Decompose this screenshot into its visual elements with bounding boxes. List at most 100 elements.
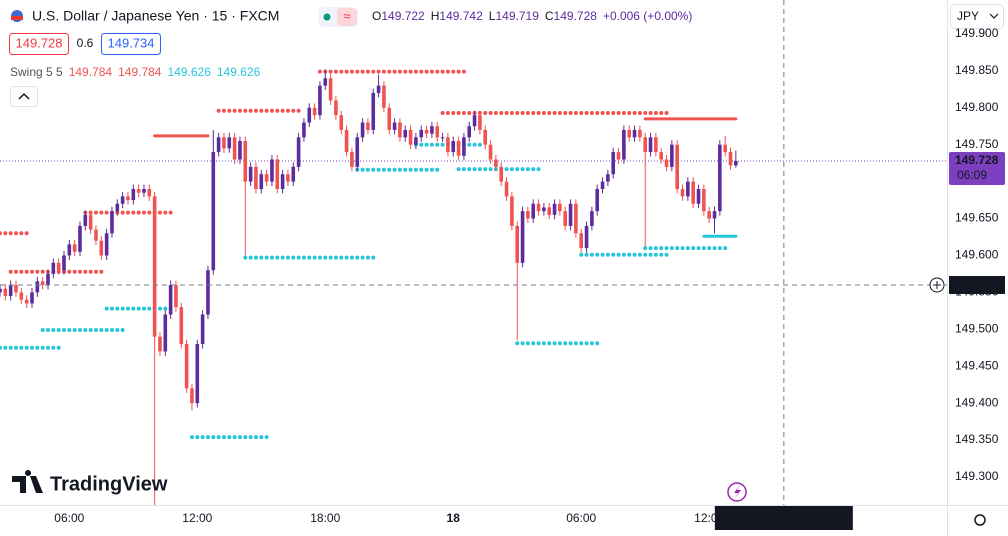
candle-body — [606, 174, 610, 182]
candle-body — [120, 196, 125, 204]
candle-body — [590, 211, 594, 226]
candle-body — [275, 159, 280, 190]
settings-icon[interactable] — [974, 514, 986, 526]
dropdown-icon — [989, 13, 999, 19]
candle-body — [574, 203, 578, 234]
candle-body — [3, 288, 8, 297]
candle-body — [488, 144, 493, 160]
candle-body — [238, 141, 242, 160]
candle-body — [8, 284, 13, 297]
candle-body — [264, 174, 269, 182]
candle-body — [14, 284, 18, 293]
x-tick-label: 06:00 — [566, 511, 596, 525]
candle-body — [62, 255, 66, 271]
candle-body — [659, 152, 663, 160]
buy-price[interactable]: 149.734 — [108, 35, 155, 50]
candle-body — [131, 189, 136, 201]
collapse-button[interactable] — [10, 86, 38, 107]
candle-body — [94, 229, 98, 241]
candle-body — [526, 211, 530, 219]
candle-body — [707, 211, 711, 219]
candle-body — [494, 159, 498, 167]
ohlc-value: 149.722 — [381, 9, 425, 23]
candle-body — [691, 181, 695, 204]
candle-body — [718, 144, 722, 212]
candle-body — [584, 225, 589, 249]
candle-body — [142, 189, 146, 193]
candle-body — [419, 129, 424, 138]
candle-body — [168, 284, 173, 315]
candle-body — [99, 240, 104, 256]
ohlc-value: 149.728 — [554, 9, 598, 23]
y-tick-label: 149.650 — [955, 211, 999, 225]
candle-body — [430, 126, 434, 134]
y-tick-label: 149.400 — [955, 395, 999, 409]
candle-body — [227, 137, 232, 149]
indicator-value: 149.626 — [217, 65, 261, 79]
candle-body — [467, 126, 472, 138]
candle-body — [190, 388, 194, 404]
currency[interactable]: JPY — [957, 9, 979, 23]
candle-body — [350, 152, 354, 167]
indicator-value: 149.784 — [118, 65, 162, 79]
candle-body — [334, 100, 338, 116]
candle-body — [243, 141, 248, 182]
y-tick-label: 149.800 — [955, 100, 999, 114]
candle-body — [579, 233, 584, 249]
last-price-box — [949, 151, 1005, 185]
indicator-legend: Swing 5 5 149.784 149.784 149.626 149.626 — [10, 65, 261, 79]
crosshair-price-box — [949, 275, 1005, 294]
data-problem-icon[interactable] — [337, 8, 357, 26]
candle-body — [40, 281, 45, 285]
candle-body — [88, 214, 93, 230]
x-tick-label: 18:00 — [310, 511, 340, 525]
candle-body — [222, 137, 226, 149]
currency-button[interactable] — [950, 4, 1004, 29]
candle-body — [104, 233, 109, 256]
x-tick-label: 18 — [447, 511, 461, 525]
candle-body — [712, 211, 717, 219]
buy-button[interactable] — [101, 33, 161, 55]
candle-body — [291, 166, 296, 182]
candle-body — [728, 152, 733, 166]
y-tick-label: 149.750 — [955, 137, 999, 151]
y-tick-label: 149.850 — [955, 63, 999, 77]
sell-price[interactable]: 149.728 — [16, 35, 63, 50]
candle-body — [542, 207, 546, 212]
ohlc-label: L — [489, 9, 496, 23]
sell-button[interactable] — [9, 33, 69, 55]
candle-body — [232, 137, 237, 160]
y-tick-label: 149.300 — [955, 469, 999, 483]
candle-body — [355, 137, 360, 167]
candle-body — [302, 122, 306, 138]
indicator-value: 149.784 — [69, 65, 113, 79]
crosshair-time-box — [714, 506, 853, 530]
candle-body — [328, 78, 333, 101]
candle-body — [600, 181, 605, 190]
candle-body — [670, 144, 674, 167]
candle-body — [478, 115, 482, 130]
x-tick-label: 12:00 — [182, 511, 212, 525]
candle-body — [510, 196, 514, 226]
candle-body — [307, 107, 312, 123]
crosshair-price: 149.560 — [955, 277, 999, 291]
last-price: 149.728 — [955, 153, 999, 167]
candle-body — [675, 144, 679, 190]
candle-body — [46, 273, 50, 285]
ohlc-legend: O149.722 H149.742 L149.719 C149.728 +0.006 (… — [372, 9, 692, 23]
candle-body — [286, 174, 290, 182]
candle-body — [627, 129, 632, 138]
candle-body — [30, 292, 34, 304]
candle-body — [110, 211, 114, 234]
candle-body — [595, 189, 600, 212]
candle-body — [504, 181, 509, 197]
candle-body — [152, 196, 157, 337]
candle-body — [318, 85, 322, 116]
candle-body — [622, 129, 626, 160]
spread: 0.6 — [77, 36, 94, 50]
candle-body — [648, 137, 653, 153]
flag-icon — [11, 16, 23, 20]
candle-body — [664, 159, 669, 167]
